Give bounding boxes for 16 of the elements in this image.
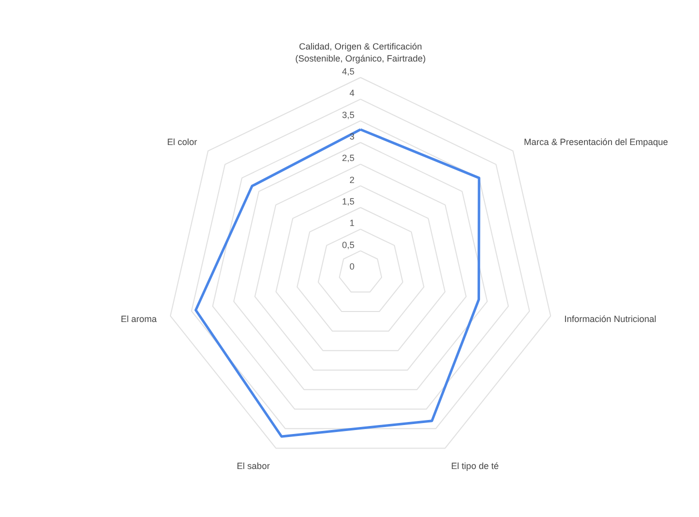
y-tick-label: 1,5 (342, 196, 355, 206)
y-tick-label: 4,5 (342, 66, 355, 76)
y-tick-label: 3,5 (342, 110, 355, 120)
y-tick-label: 4 (349, 88, 355, 98)
spoke-label: El sabor (236, 460, 270, 471)
spoke-label: Información Nutricional (564, 314, 656, 324)
spoke-label: El aroma (120, 314, 157, 324)
spoke-label: Marca & Presentación del Empaque (524, 137, 668, 148)
y-tick-label: 2,5 (342, 153, 355, 164)
spoke-label: Calidad, Origen & Certificación (Sostenible, Orgánico, Fairtrade) (295, 42, 426, 64)
spoke-label: El tipo de té (451, 460, 499, 471)
y-tick-label: 0,5 (342, 240, 355, 250)
spoke-label: El color (167, 137, 198, 148)
y-tick-label: 1 (349, 218, 355, 228)
y-tick-label: 2 (349, 174, 355, 185)
y-tick-label: 0 (349, 262, 355, 272)
